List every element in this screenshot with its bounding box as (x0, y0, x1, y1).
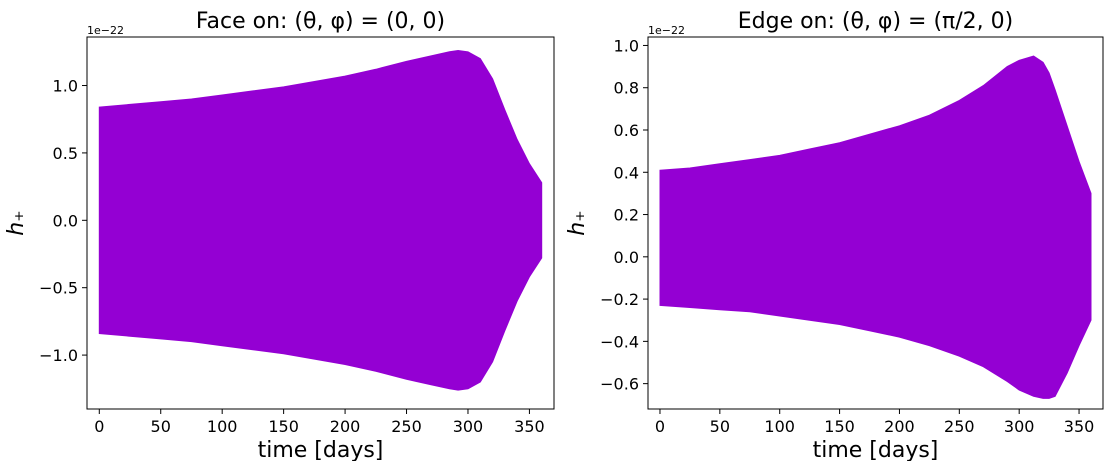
x-axis-label: time [days] (813, 438, 939, 461)
y-axis-label: h₊ (565, 210, 590, 236)
y-axis-label: h₊ (4, 210, 29, 236)
x-tick-label: 150 (268, 417, 299, 436)
x-tick-label: 50 (151, 417, 171, 436)
x-tick-label: 150 (824, 417, 855, 436)
y-offset-text: 1e−22 (87, 24, 124, 37)
x-tick-label: 350 (1064, 417, 1095, 436)
y-tick-label: 0.0 (614, 248, 639, 267)
y-tick-label: −0.6 (600, 375, 639, 394)
x-tick-label: 100 (207, 417, 238, 436)
waveform-area-1 (98, 49, 543, 391)
x-tick-label: 250 (944, 417, 975, 436)
x-tick-label: 0 (94, 417, 104, 436)
chart-panel-2: 0 50 100 150 200 250 300 350 −0.6 −0.4 −0.2 0.0 0.2 0… (565, 9, 1104, 461)
y-tick-label: −1.0 (39, 346, 78, 365)
y-offset-text: 1e−22 (648, 24, 685, 37)
x-tick-label: 100 (764, 417, 795, 436)
x-tick-label: 50 (710, 417, 730, 436)
waveform-area-1 (659, 55, 1092, 399)
y-tick-label: 1.0 (614, 36, 639, 55)
x-tick-label: 250 (391, 417, 422, 436)
y-tick-label: 0.8 (614, 79, 639, 98)
y-tick-label: 0.5 (53, 144, 78, 163)
y-tick-label: −0.2 (600, 290, 639, 309)
y-tick-label: 0.6 (614, 121, 639, 140)
x-tick-label: 300 (453, 417, 484, 436)
y-tick-label: 0.4 (614, 163, 639, 182)
chart-panel-1: 0 50 100 150 200 250 300 350 −1.0 −0.5 0.0 0.5 1.0 Fa… (4, 9, 555, 461)
x-tick-label: 200 (884, 417, 915, 436)
y-tick-label: −0.4 (600, 332, 639, 351)
x-tick-label: 0 (655, 417, 665, 436)
chart-title: Edge on: (θ, φ) = (π/2, 0) (738, 9, 1014, 34)
y-tick-label: 0.0 (53, 211, 78, 230)
x-tick-label: 300 (1004, 417, 1035, 436)
x-axis-label: time [days] (258, 438, 384, 461)
plot-frame (647, 36, 1104, 410)
plot-frame (86, 36, 555, 410)
x-tick-label: 350 (514, 417, 545, 436)
y-tick-label: −0.5 (39, 279, 78, 298)
y-tick-label: 1.0 (53, 77, 78, 96)
chart-title: Face on: (θ, φ) = (0, 0) (196, 9, 445, 34)
x-tick-label: 200 (330, 417, 361, 436)
y-tick-label: 0.2 (614, 206, 639, 225)
